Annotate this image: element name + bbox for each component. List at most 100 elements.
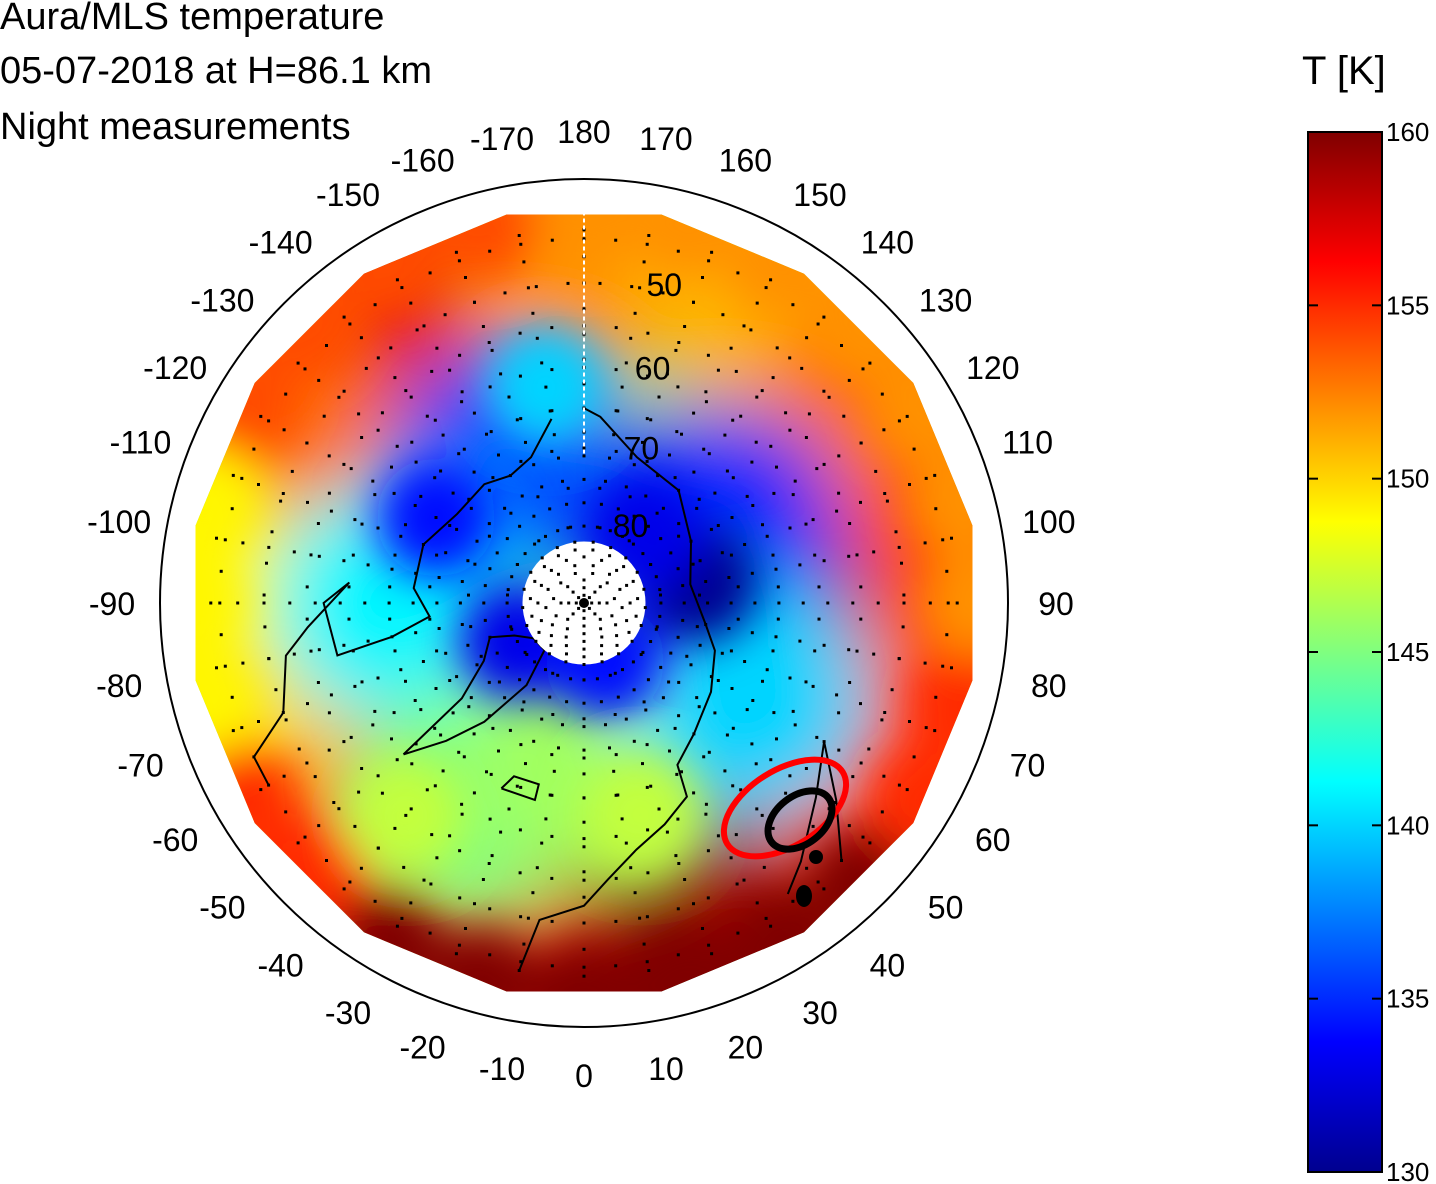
grid-dot bbox=[582, 820, 586, 824]
grid-dot bbox=[348, 880, 352, 884]
grid-dot bbox=[435, 601, 439, 605]
longitude-label: 180 bbox=[557, 114, 610, 150]
cap-dot bbox=[610, 614, 614, 618]
grid-dot bbox=[487, 534, 491, 538]
cap-dot bbox=[605, 581, 609, 585]
grid-dot bbox=[582, 454, 586, 458]
grid-dot bbox=[487, 714, 491, 718]
grid-dot bbox=[305, 441, 309, 445]
grid-dot bbox=[704, 580, 708, 583]
grid-dot bbox=[835, 509, 839, 513]
cap-dot bbox=[587, 606, 591, 610]
grid-dot bbox=[359, 336, 363, 340]
grid-dot bbox=[457, 750, 461, 754]
grid-dot bbox=[404, 813, 408, 817]
grid-dot bbox=[729, 346, 733, 350]
grid-dot bbox=[604, 479, 607, 483]
grid-dot bbox=[628, 495, 632, 499]
grid-dot bbox=[851, 775, 855, 779]
cap-dot bbox=[564, 635, 568, 639]
grid-dot bbox=[483, 584, 487, 588]
grid-dot bbox=[813, 649, 817, 653]
grid-dot bbox=[316, 522, 320, 525]
grid-dot bbox=[723, 769, 727, 773]
grid-dot bbox=[680, 770, 683, 774]
grid-dot bbox=[674, 348, 678, 352]
grid-dot bbox=[859, 441, 863, 445]
grid-dot bbox=[409, 901, 413, 905]
grid-dot bbox=[290, 469, 294, 473]
grid-dot bbox=[448, 524, 452, 527]
grid-dot bbox=[437, 627, 441, 630]
coastline-iceland bbox=[500, 775, 540, 802]
grid-dot bbox=[646, 374, 650, 378]
grid-dot bbox=[582, 895, 586, 899]
grid-dot bbox=[360, 436, 364, 439]
grid-dot bbox=[707, 259, 711, 263]
grid-dot bbox=[934, 507, 938, 511]
cap-dot bbox=[620, 606, 624, 610]
grid-dot bbox=[692, 791, 696, 795]
grid-dot bbox=[745, 494, 749, 498]
longitude-label: 100 bbox=[1022, 504, 1075, 540]
grid-dot bbox=[518, 871, 522, 875]
grid-dot bbox=[788, 526, 792, 530]
grid-dot bbox=[565, 700, 569, 704]
boundary-temperature bbox=[252, 824, 363, 935]
grid-dot bbox=[481, 878, 485, 881]
grid-dot bbox=[467, 705, 471, 709]
grid-dot bbox=[804, 436, 808, 439]
grid-dot bbox=[677, 341, 681, 344]
grid-dot bbox=[582, 228, 586, 232]
grid-dot bbox=[695, 506, 699, 510]
longitude-label: 60 bbox=[975, 822, 1011, 858]
grid-dot bbox=[800, 366, 804, 370]
grid-dot bbox=[525, 653, 529, 656]
grid-dot bbox=[305, 761, 309, 765]
grid-dot bbox=[380, 791, 384, 795]
grid-dot bbox=[582, 796, 586, 800]
grid-dot bbox=[716, 679, 720, 682]
grid-dot bbox=[428, 271, 432, 275]
grid-dot bbox=[761, 523, 764, 527]
grid-dot bbox=[488, 907, 492, 911]
grid-dot bbox=[847, 554, 851, 558]
grid-dot bbox=[656, 728, 660, 732]
grid-dot bbox=[924, 726, 928, 730]
grid-dot bbox=[897, 783, 901, 787]
grid-dot bbox=[550, 368, 554, 372]
grid-dot bbox=[880, 392, 884, 396]
cap-dot bbox=[565, 652, 568, 656]
grid-dot bbox=[599, 700, 603, 704]
grid-dot bbox=[765, 534, 769, 538]
grid-dot bbox=[389, 346, 393, 350]
grid-dot bbox=[897, 657, 901, 661]
grid-dot bbox=[279, 499, 283, 503]
grid-dot bbox=[791, 899, 795, 903]
grid-dot bbox=[941, 664, 945, 668]
grid-dot bbox=[550, 876, 554, 880]
boundary-temperature bbox=[868, 743, 973, 854]
grid-dot bbox=[399, 668, 403, 672]
grid-dot bbox=[646, 871, 650, 875]
title-line-3: Night measurements bbox=[0, 106, 351, 148]
grid-dot bbox=[454, 952, 458, 956]
grid-dot bbox=[771, 553, 775, 557]
cap-dot bbox=[577, 596, 581, 600]
longitude-label: 140 bbox=[861, 224, 914, 260]
grid-dot bbox=[624, 485, 628, 489]
grid-dot bbox=[729, 649, 733, 653]
grid-dot bbox=[485, 432, 488, 436]
grid-dot bbox=[885, 499, 889, 503]
grid-dot bbox=[366, 563, 370, 567]
grid-dot bbox=[855, 649, 859, 653]
grid-dot bbox=[729, 601, 733, 605]
grid-dot bbox=[848, 522, 852, 525]
grid-dot bbox=[497, 680, 501, 684]
grid-dot bbox=[883, 711, 887, 714]
cap-dot bbox=[582, 593, 586, 597]
grid-dot bbox=[681, 618, 685, 622]
grid-dot bbox=[791, 493, 795, 497]
grid-dot bbox=[506, 614, 510, 618]
grid-dot bbox=[646, 524, 650, 528]
